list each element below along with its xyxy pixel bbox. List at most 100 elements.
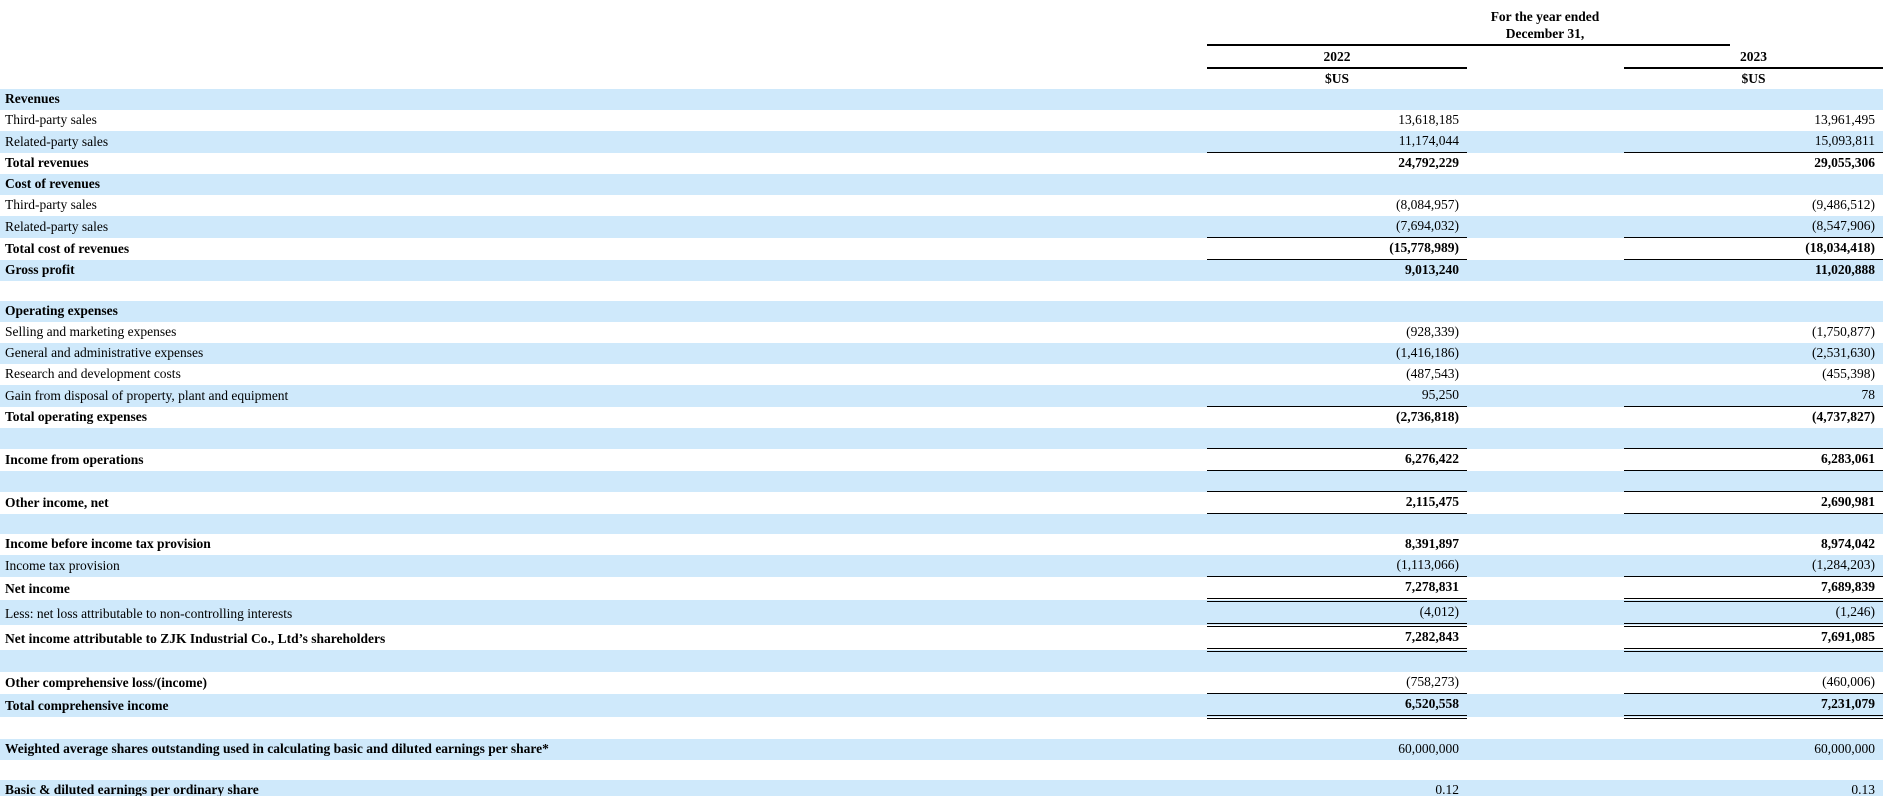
value-2022: 6,520,558 xyxy=(1207,693,1467,719)
row-label: Other income, net xyxy=(5,494,109,510)
value-2023: (18,034,418) xyxy=(1624,237,1883,260)
column-gap xyxy=(1467,780,1624,796)
column-gap xyxy=(1467,694,1624,718)
spacer-cell xyxy=(0,428,1883,449)
period-header-row: For the year ended xyxy=(0,0,1883,25)
column-gap xyxy=(1467,555,1624,577)
period-underline xyxy=(1207,44,1730,46)
value-2023: (460,006) xyxy=(1624,672,1883,694)
column-gap xyxy=(1467,534,1624,555)
currency-2022-header: $US xyxy=(1324,71,1349,86)
row-label: Gross profit xyxy=(5,262,75,277)
value-2023: (1,246) xyxy=(1624,600,1883,627)
year-2022-header: 2022 xyxy=(1207,46,1467,69)
column-gap xyxy=(1467,739,1624,760)
value-2022 xyxy=(1207,301,1467,322)
data-row: Gross profit 9,013,240 11,020,888 xyxy=(0,259,1883,282)
value-2022: (1,113,066) xyxy=(1207,555,1467,577)
value-2023 xyxy=(1624,301,1883,322)
data-row: Related-party sales (7,694,032) (8,547,906… xyxy=(0,216,1883,238)
value-2022: 8,391,897 xyxy=(1405,536,1459,551)
value-2023: (1,284,203) xyxy=(1624,555,1883,577)
value-2023: (2,531,630) xyxy=(1812,345,1876,360)
row-label: Income before income tax provision xyxy=(5,536,211,551)
column-gap xyxy=(1467,600,1624,625)
data-row: Less: net loss attributable to non-contr… xyxy=(0,600,1883,627)
data-row: Basic & diluted earnings per ordinary sh… xyxy=(0,780,1883,796)
value-2022 xyxy=(1207,174,1467,195)
row-label: Income tax provision xyxy=(5,557,120,573)
column-gap xyxy=(1467,625,1624,650)
data-row: Gain from disposal of property, plant an… xyxy=(0,385,1883,407)
row-label: Total revenues xyxy=(5,155,89,170)
value-2023: (8,547,906) xyxy=(1624,216,1883,238)
value-2022: (487,543) xyxy=(1406,366,1459,381)
value-2022: 95,250 xyxy=(1207,385,1467,407)
column-gap xyxy=(1467,89,1624,110)
row-label: Other comprehensive loss/(income) xyxy=(5,674,207,690)
section-row: Operating expenses xyxy=(0,301,1883,322)
value-2022: 60,000,000 xyxy=(1398,741,1459,756)
row-label: Related-party sales xyxy=(5,218,109,234)
value-2022 xyxy=(1207,89,1467,110)
column-gap xyxy=(1467,68,1624,89)
value-2023: (4,737,827) xyxy=(1812,409,1876,424)
row-label: Total cost of revenues xyxy=(5,240,130,256)
value-2022: 0.12 xyxy=(1435,782,1459,796)
spacer-row xyxy=(0,513,1883,534)
row-label: Net income xyxy=(5,581,70,596)
value-2023: 6,283,061 xyxy=(1624,448,1883,471)
column-gap xyxy=(1467,322,1624,343)
value-2022: 24,792,229 xyxy=(1398,155,1459,170)
data-row: Income before income tax provision 8,391,… xyxy=(0,534,1883,555)
row-label: Operating expenses xyxy=(5,303,118,318)
column-gap xyxy=(1467,492,1624,514)
header-spacer-cell xyxy=(0,68,1207,89)
value-2022: 7,282,843 xyxy=(1207,625,1467,652)
column-gap xyxy=(1467,216,1624,238)
spacer-cell xyxy=(0,650,1883,672)
row-label: Third-party sales xyxy=(5,197,97,212)
data-row: Related-party sales 11,174,044 15,093,811 xyxy=(0,131,1883,153)
data-row: Net income attributable to ZJK Industria… xyxy=(0,625,1883,652)
column-gap xyxy=(1467,46,1624,68)
value-2022: 11,174,044 xyxy=(1207,131,1467,153)
row-label: Net income attributable to ZJK Industria… xyxy=(5,631,386,646)
column-gap xyxy=(1467,449,1624,471)
row-label: Research and development costs xyxy=(5,366,181,381)
column-gap xyxy=(1467,110,1624,131)
value-2023: 60,000,000 xyxy=(1814,741,1876,756)
column-gap xyxy=(1467,407,1624,429)
year-2023-header: 2023 xyxy=(1624,46,1883,69)
column-gap xyxy=(1467,672,1624,694)
header-spacer-cell xyxy=(0,0,1207,25)
data-row: Net income 7,278,831 7,689,839 xyxy=(0,576,1883,602)
value-2023: 15,093,811 xyxy=(1624,131,1883,153)
value-2022: (758,273) xyxy=(1207,672,1467,694)
section-row: Cost of revenues xyxy=(0,174,1883,195)
value-2023: (9,486,512) xyxy=(1812,197,1876,212)
data-row: Total revenues 24,792,229 29,055,306 xyxy=(0,153,1883,175)
value-2023: (1,750,877) xyxy=(1812,324,1876,339)
column-gap xyxy=(1467,260,1624,282)
row-label: Revenues xyxy=(5,91,60,106)
value-2022: 9,013,240 xyxy=(1405,262,1459,277)
row-label: Weighted average shares outstanding used… xyxy=(5,741,549,756)
header-spacer-cell xyxy=(0,25,1207,46)
period-label-line2: December 31, xyxy=(1207,25,1883,46)
value-2023: 13,961,495 xyxy=(1814,112,1876,127)
value-2023 xyxy=(1624,174,1883,195)
value-2023: 8,974,042 xyxy=(1821,536,1876,551)
row-label: Third-party sales xyxy=(5,112,97,127)
data-row: Weighted average shares outstanding used… xyxy=(0,739,1883,760)
column-gap xyxy=(1467,385,1624,407)
period-label-line2-text: December 31, xyxy=(1505,26,1585,41)
spacer-row xyxy=(0,470,1883,492)
value-2022: (1,416,186) xyxy=(1396,345,1459,360)
section-row: Revenues xyxy=(0,89,1883,110)
value-2023: 7,689,839 xyxy=(1624,576,1883,602)
data-row: General and administrative expenses (1,41… xyxy=(0,343,1883,364)
value-2022: (4,012) xyxy=(1207,600,1467,627)
spacer-row xyxy=(0,428,1883,449)
value-2023: 78 xyxy=(1624,385,1883,407)
